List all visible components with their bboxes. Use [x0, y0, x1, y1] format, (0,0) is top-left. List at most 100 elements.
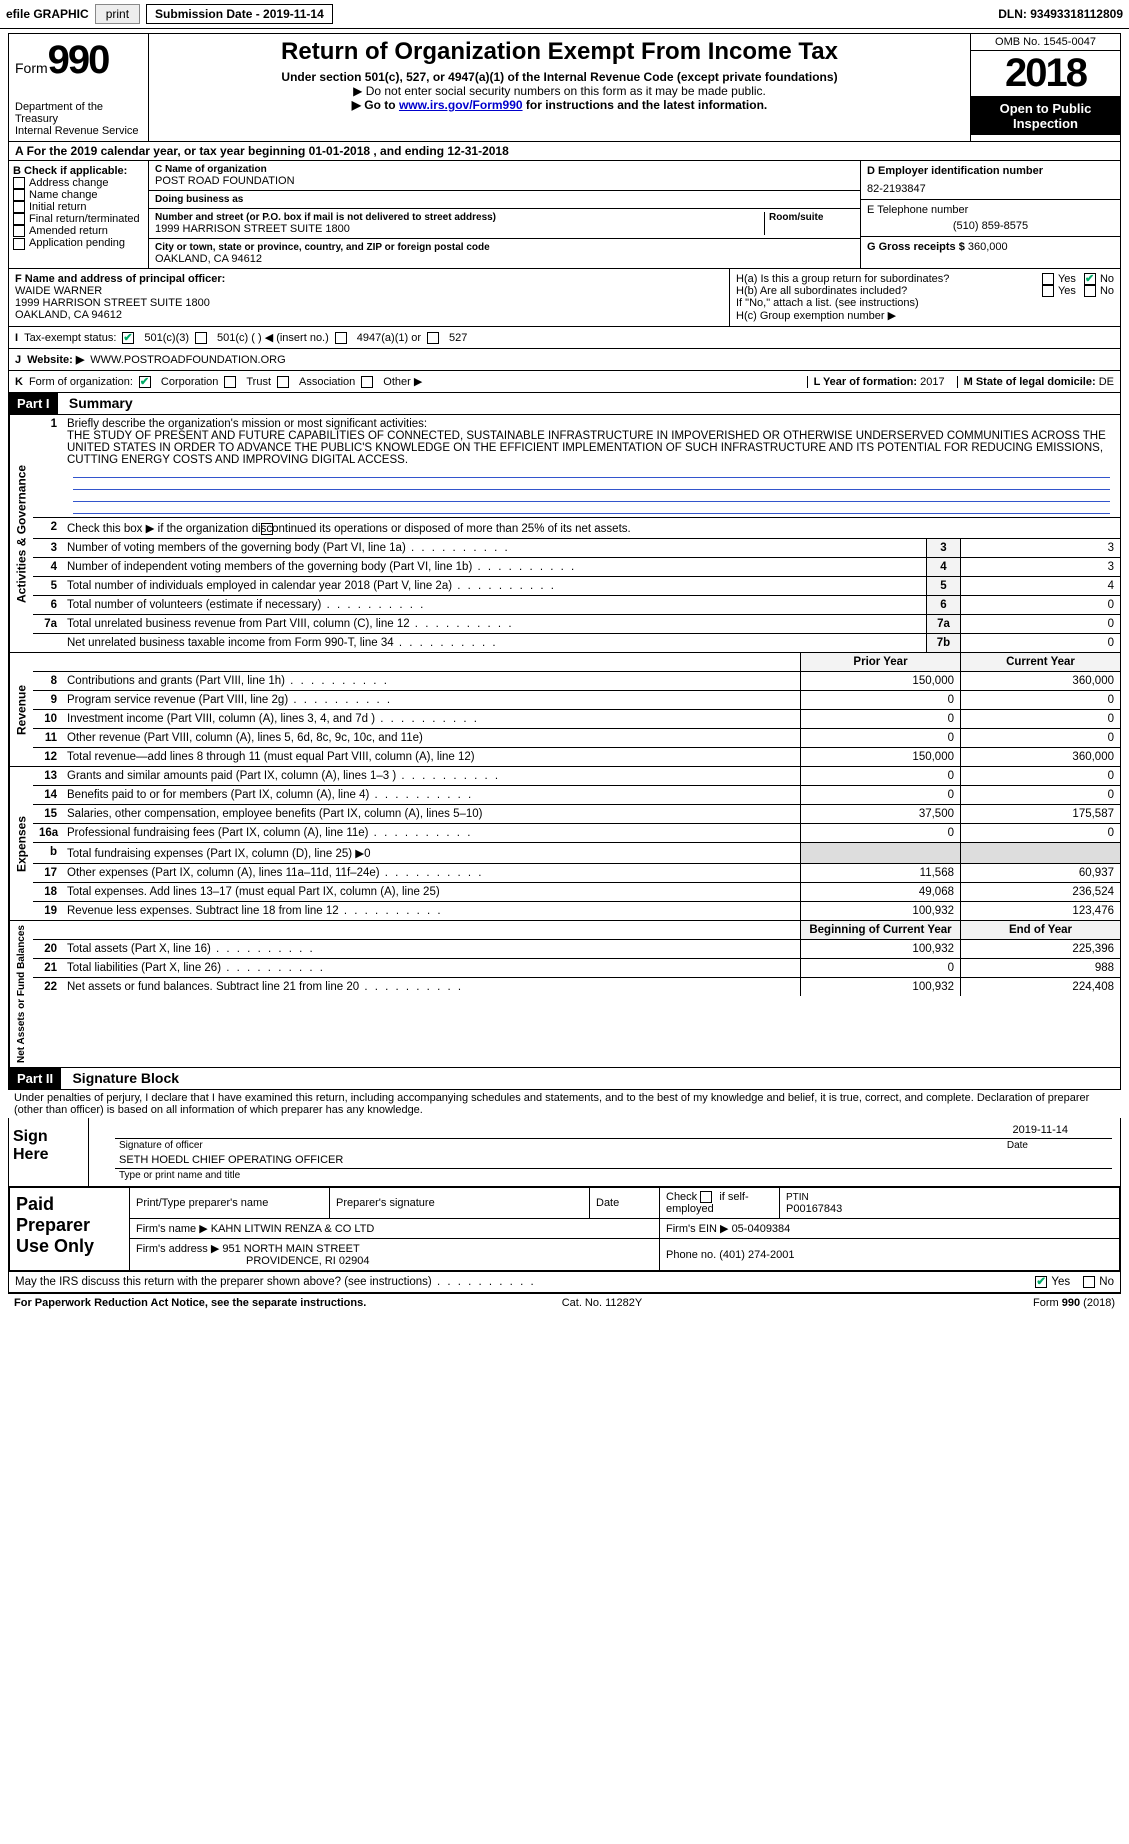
q21-prior: 0 [800, 959, 960, 977]
irs-link[interactable]: www.irs.gov/Form990 [399, 98, 523, 112]
opt-corp: Corporation [161, 376, 218, 388]
catalog-number: Cat. No. 11282Y [562, 1297, 643, 1309]
ha-no[interactable] [1084, 273, 1096, 285]
part2-title: Signature Block [64, 1070, 179, 1086]
q9-prior: 0 [800, 691, 960, 709]
opt-app-pending: Application pending [29, 237, 125, 249]
k-label: Form of organization: [29, 376, 133, 388]
omb-number: OMB No. 1545-0047 [971, 34, 1120, 51]
q21-text: Total liabilities (Part X, line 26) [63, 959, 800, 977]
q22-prior: 100,932 [800, 978, 960, 996]
cb-initial-return[interactable] [13, 201, 25, 213]
cb-corp[interactable] [139, 376, 151, 388]
hb-yes[interactable] [1042, 285, 1054, 297]
g-gross-label: G Gross receipts $ [867, 241, 965, 253]
side-revenue: Revenue [9, 653, 33, 766]
org-address: 1999 HARRISON STREET SUITE 1800 [155, 223, 764, 235]
year-formation: 2017 [920, 376, 944, 388]
cb-501c3[interactable] [122, 332, 134, 344]
cb-app-pending[interactable] [13, 238, 25, 250]
side-expenses: Expenses [9, 767, 33, 920]
form-footer: Form 990 (2018) [1033, 1297, 1115, 1309]
pra-notice: For Paperwork Reduction Act Notice, see … [14, 1297, 366, 1309]
name-title-label: Type or print name and title [115, 1169, 1112, 1182]
q18-current: 236,524 [960, 883, 1120, 901]
discuss-text: May the IRS discuss this return with the… [15, 1276, 536, 1288]
cb-name-change[interactable] [13, 189, 25, 201]
opt-initial-return: Initial return [29, 201, 86, 213]
cb-final-return[interactable] [13, 213, 25, 225]
sign-date: 2019-11-14 [1013, 1124, 1108, 1136]
q19-current: 123,476 [960, 902, 1120, 920]
q16a-text: Professional fundraising fees (Part IX, … [63, 824, 800, 842]
cb-assoc[interactable] [277, 376, 289, 388]
q14-text: Benefits paid to or for members (Part IX… [63, 786, 800, 804]
firm-name-label: Firm's name ▶ [136, 1223, 208, 1235]
no-label2: No [1100, 285, 1114, 297]
q18-text: Total expenses. Add lines 13–17 (must eq… [63, 883, 800, 901]
m-label: M State of legal domicile: [964, 376, 1096, 388]
q8-text: Contributions and grants (Part VIII, lin… [63, 672, 800, 690]
ha-yes[interactable] [1042, 273, 1054, 285]
q11-current: 0 [960, 729, 1120, 747]
opt-trust: Trust [246, 376, 271, 388]
form-note-ssn: ▶ Do not enter social security numbers o… [157, 84, 962, 98]
goto-post: for instructions and the latest informat… [523, 98, 768, 112]
no-label: No [1100, 273, 1114, 285]
cb-self-employed[interactable] [700, 1191, 712, 1203]
q20-current: 225,396 [960, 940, 1120, 958]
cb-amended-return[interactable] [13, 225, 25, 237]
mission-label: Briefly describe the organization's miss… [67, 418, 427, 430]
cb-4947[interactable] [335, 332, 347, 344]
q7a-val: 0 [960, 615, 1120, 633]
q5-text: Total number of individuals employed in … [63, 577, 926, 595]
cb-trust[interactable] [224, 376, 236, 388]
b-label: Check if applicable: [24, 165, 127, 177]
q7b-text: Net unrelated business taxable income fr… [63, 634, 926, 652]
paid-preparer-label: Paid Preparer Use Only [9, 1187, 129, 1271]
q9-current: 0 [960, 691, 1120, 709]
q4-box: 4 [926, 558, 960, 576]
part2-bar: Part II [9, 1068, 61, 1089]
hc-label: H(c) Group exemption number ▶ [736, 309, 1114, 322]
q17-text: Other expenses (Part IX, column (A), lin… [63, 864, 800, 882]
q13-text: Grants and similar amounts paid (Part IX… [63, 767, 800, 785]
q10-prior: 0 [800, 710, 960, 728]
q17-prior: 11,568 [800, 864, 960, 882]
q16b-prior [800, 843, 960, 863]
form-subtitle: Under section 501(c), 527, or 4947(a)(1)… [157, 70, 962, 84]
cb-other[interactable] [361, 376, 373, 388]
q22-current: 224,408 [960, 978, 1120, 996]
q22-text: Net assets or fund balances. Subtract li… [63, 978, 800, 996]
q6-val: 0 [960, 596, 1120, 614]
q2-checkbox[interactable] [261, 523, 273, 535]
cb-501c[interactable] [195, 332, 207, 344]
d-ein-label: D Employer identification number [867, 165, 1114, 177]
print-button[interactable]: print [95, 4, 140, 24]
efile-label: efile GRAPHIC [6, 7, 89, 21]
cb-527[interactable] [427, 332, 439, 344]
q3-val: 3 [960, 539, 1120, 557]
cb-address-change[interactable] [13, 177, 25, 189]
perjury-text: Under penalties of perjury, I declare th… [8, 1090, 1121, 1118]
discuss-yes[interactable] [1035, 1276, 1047, 1288]
q3-text: Number of voting members of the governin… [63, 539, 926, 557]
q9-text: Program service revenue (Part VIII, line… [63, 691, 800, 709]
discuss-no-label: No [1099, 1276, 1114, 1288]
hb-no[interactable] [1084, 285, 1096, 297]
form-header: Form990 Department of the Treasury Inter… [8, 33, 1121, 142]
q21-current: 988 [960, 959, 1120, 977]
q16b-text: Total fundraising expenses (Part IX, col… [63, 843, 800, 863]
q15-text: Salaries, other compensation, employee b… [63, 805, 800, 823]
q13-prior: 0 [800, 767, 960, 785]
side-governance: Activities & Governance [9, 415, 33, 652]
officer-signed-name: SETH HOEDL CHIEF OPERATING OFFICER [119, 1154, 343, 1166]
discuss-no[interactable] [1083, 1276, 1095, 1288]
opt-501c: 501(c) ( ) ◀ (insert no.) [217, 331, 329, 344]
q16a-prior: 0 [800, 824, 960, 842]
mission-text: THE STUDY OF PRESENT AND FUTURE CAPABILI… [67, 430, 1106, 466]
q12-text: Total revenue—add lines 8 through 11 (mu… [63, 748, 800, 766]
firm-ein-label: Firm's EIN ▶ [666, 1223, 729, 1235]
q13-current: 0 [960, 767, 1120, 785]
room-label: Room/suite [769, 212, 854, 223]
